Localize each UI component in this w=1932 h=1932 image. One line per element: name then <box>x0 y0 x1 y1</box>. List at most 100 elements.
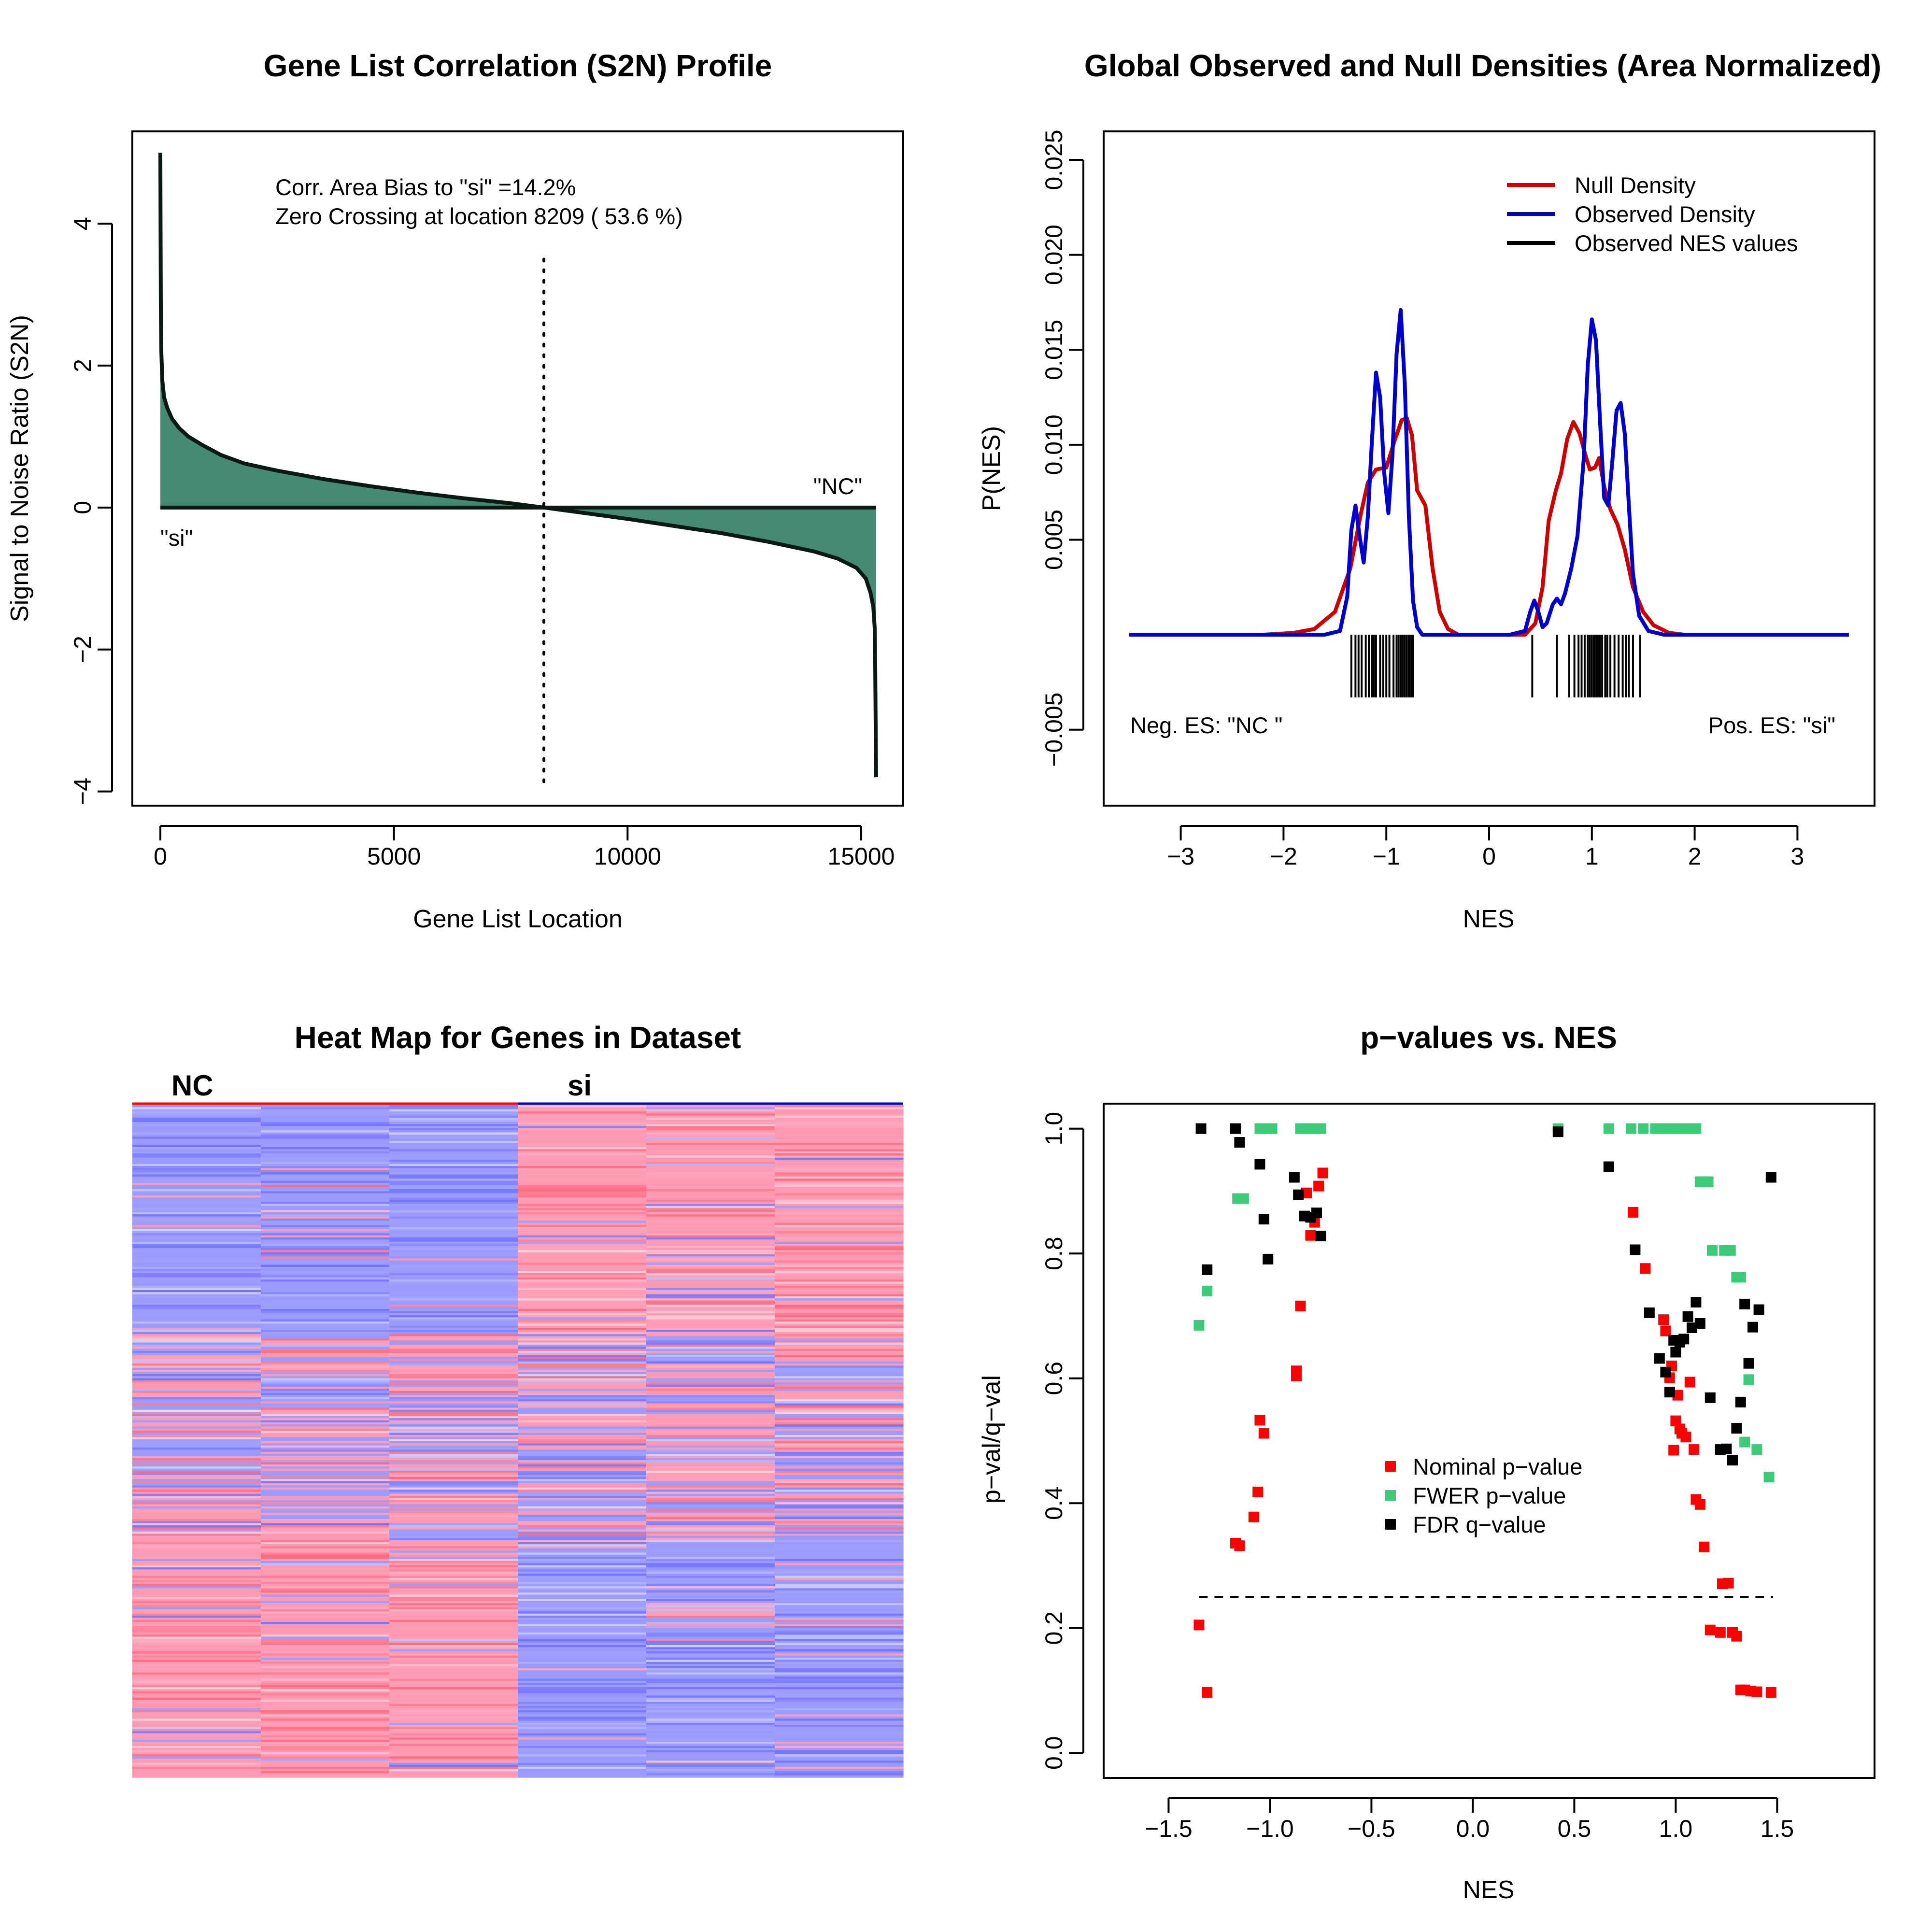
heatmap-cell <box>518 1544 647 1547</box>
heatmap-cell <box>775 1744 904 1747</box>
heatmap-cell <box>775 1515 904 1518</box>
fdr-qvalue-point <box>1690 1297 1702 1307</box>
heatmap-cell <box>646 1619 775 1622</box>
heatmap-cell <box>646 1727 775 1730</box>
heatmap-cell <box>518 1294 647 1297</box>
heatmap-cell <box>518 1678 647 1681</box>
heatmap-cell <box>646 1754 775 1757</box>
heatmap-cell <box>775 1208 904 1211</box>
heatmap-cell <box>389 1687 518 1690</box>
heatmap-cell <box>261 1229 390 1232</box>
heatmap-cell <box>775 1603 904 1605</box>
heatmap-cell <box>518 1382 647 1385</box>
heatmap-cell <box>646 1149 775 1152</box>
heatmap-cell <box>261 1107 390 1110</box>
heatmap-cell <box>261 1237 390 1240</box>
heatmap-cell <box>646 1367 775 1370</box>
heatmap-cell <box>389 1130 518 1133</box>
heatmap-cell <box>646 1166 775 1169</box>
heatmap-cell <box>775 1391 904 1393</box>
heatmap-cell <box>646 1155 775 1158</box>
heatmap-cell <box>132 1706 261 1709</box>
heatmap-cell <box>132 1382 261 1385</box>
heatmap-cell <box>261 1122 390 1124</box>
heatmap-cell <box>646 1313 775 1316</box>
heatmap-cell <box>261 1517 390 1520</box>
heatmap-cell <box>646 1548 775 1551</box>
heatmap-cell <box>518 1277 647 1280</box>
heatmap-cell <box>646 1126 775 1129</box>
heatmap-cell <box>518 1714 647 1717</box>
heatmap-cell <box>646 1500 775 1503</box>
s2n-area <box>158 153 878 786</box>
heatmap-cell <box>518 1189 647 1192</box>
heatmap-cell <box>518 1552 647 1555</box>
heatmap-cell <box>389 1109 518 1112</box>
heatmap-cell <box>775 1479 904 1482</box>
heatmap-cell <box>646 1422 775 1425</box>
heatmap-cell <box>775 1473 904 1476</box>
heatmap-cell <box>261 1586 390 1589</box>
heatmap-cell <box>132 1685 261 1688</box>
heatmap-cell <box>132 1748 261 1751</box>
heatmap-cell <box>518 1193 647 1196</box>
heatmap-cell <box>389 1166 518 1169</box>
heatmap-cell <box>518 1155 647 1158</box>
heatmap-cell <box>518 1477 647 1479</box>
fdr-qvalue-point <box>1654 1353 1665 1364</box>
heatmap-cell <box>646 1406 775 1408</box>
heatmap-cell <box>518 1624 647 1627</box>
heatmap-cell <box>132 1292 261 1295</box>
heatmap-cell <box>389 1376 518 1379</box>
s2n-x-axis: 0 5000 10000 15000 <box>154 825 895 870</box>
heatmap-cell <box>646 1334 775 1337</box>
heatmap-cell <box>646 1353 775 1356</box>
heatmap-cell <box>261 1239 390 1242</box>
heatmap-cell <box>646 1510 775 1513</box>
observed-density-line <box>1129 308 1849 637</box>
heatmap-cell <box>518 1342 647 1345</box>
heatmap-cell <box>132 1120 261 1122</box>
heatmap-cell <box>518 1588 647 1591</box>
heatmap-cell <box>775 1422 904 1425</box>
heatmap-cell <box>261 1279 390 1282</box>
heatmap-cell <box>646 1456 775 1459</box>
heatmap-cell <box>518 1325 647 1328</box>
heatmap-cell <box>132 1619 261 1622</box>
heatmap-cell <box>775 1706 904 1709</box>
heatmap-cell <box>518 1292 647 1295</box>
heatmap-cell <box>518 1607 647 1610</box>
heatmap-cell <box>389 1210 518 1213</box>
heatmap-cell <box>389 1233 518 1236</box>
heatmap-cell <box>646 1302 775 1305</box>
fwer-pvalue-point <box>1202 1285 1213 1296</box>
heatmap-cell <box>389 1668 518 1671</box>
heatmap-cell <box>261 1670 390 1673</box>
heatmap-cell <box>132 1157 261 1160</box>
heatmap-cell <box>646 1576 775 1578</box>
heatmap-cell <box>389 1307 518 1309</box>
heatmap-cell <box>261 1109 390 1112</box>
heatmap-cell <box>775 1613 904 1616</box>
heatmap-cell <box>775 1691 904 1694</box>
heatmap-cell <box>261 1222 390 1225</box>
heatmap-cell <box>518 1458 647 1461</box>
heatmap-cell <box>261 1535 390 1538</box>
heatmap-cell <box>518 1689 647 1692</box>
nominal-pvalue-point <box>1668 1445 1679 1456</box>
heatmap-cell <box>518 1275 647 1278</box>
heatmap-cell <box>646 1616 775 1618</box>
heatmap-cell <box>775 1435 904 1437</box>
heatmap-cell <box>518 1307 647 1309</box>
legend-fdr-swatch <box>1385 1519 1396 1530</box>
heatmap-cell <box>775 1754 904 1757</box>
heatmap-cell <box>132 1189 261 1192</box>
heatmap-cell <box>518 1202 647 1205</box>
heatmap-cell <box>775 1105 904 1108</box>
heatmap-cell <box>261 1350 390 1353</box>
heatmap-cell <box>132 1227 261 1230</box>
heatmap-cell <box>775 1364 904 1366</box>
heatmap-cell <box>518 1357 647 1360</box>
heatmap-cell <box>389 1643 518 1646</box>
heatmap-cell <box>132 1260 261 1263</box>
